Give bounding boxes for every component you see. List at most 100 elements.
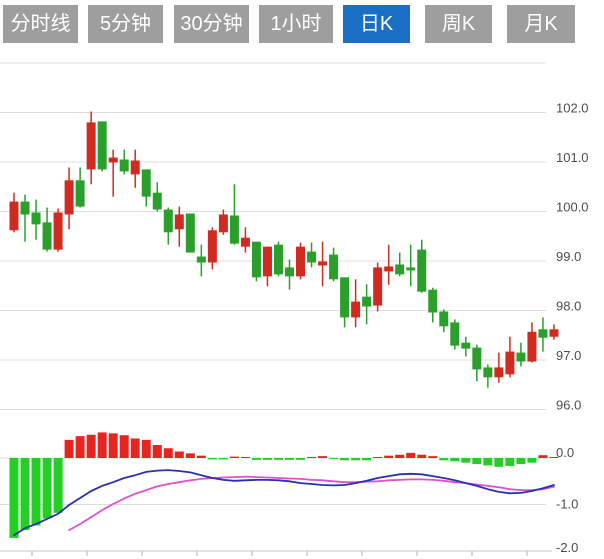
macd-axis-label: 0.0 [556,445,574,460]
tab-30min[interactable]: 30分钟 [174,5,249,43]
candlestick [318,261,328,266]
macd-histogram-bar [53,458,63,513]
candlestick [273,244,283,275]
macd-histogram-bar [86,434,96,458]
macd-histogram-bar [351,458,361,461]
candlestick [42,222,52,250]
tab-1hour[interactable]: 1小时 [259,5,333,43]
candlestick [218,214,228,233]
candlestick [119,159,129,172]
candlestick [130,160,140,175]
tab-timeline[interactable]: 分时线 [3,5,78,43]
candlestick [75,180,85,207]
macd-histogram-bar [450,458,460,462]
macd-histogram-bar [31,458,41,526]
timeframe-tabs: 分时线 5分钟 30分钟 1小时 日K 周K 月K [0,0,604,48]
macd-histogram-bar [97,432,107,458]
candlestick [450,322,460,346]
macd-histogram-bar [174,451,184,458]
candlestick [229,215,239,244]
macd-histogram-bar [163,448,173,458]
tab-5min[interactable]: 5分钟 [88,5,163,43]
candlestick [196,256,206,263]
macd-histogram-bar [218,458,228,460]
candlestick [483,367,493,378]
candlestick [207,230,217,263]
candlestick [174,214,184,230]
macd-histogram-bar [207,458,217,460]
candlestick [163,209,173,233]
candlestick [64,180,74,215]
macd-histogram-bar [318,456,328,458]
candlestick [53,212,63,250]
macd-histogram-bar [494,458,504,467]
candlestick [428,289,438,313]
candlestick [20,201,30,215]
tab-daily-k[interactable]: 日K [343,5,410,43]
macd-histogram-bar [130,438,140,458]
macd-histogram-bar [527,458,537,463]
macd-histogram-bar [119,435,129,458]
candlestick [395,264,405,275]
candlestick [31,212,41,225]
candlestick [549,329,559,337]
candlestick [296,246,306,277]
macd-histogram-bar [196,455,206,458]
tab-monthly-k[interactable]: 月K [507,5,575,43]
candlestick [251,241,261,278]
tab-weekly-k[interactable]: 周K [425,5,492,43]
candlestick [516,352,526,362]
candlestick [307,251,317,263]
macd-histogram-bar [75,436,85,458]
candlestick [152,192,162,210]
dea-line [68,475,555,531]
dif-line [13,469,555,537]
candlestick [439,311,449,327]
candlestick [505,351,515,375]
macd-histogram-bar [417,454,427,458]
macd-histogram-bar [516,458,526,465]
macd-histogram-bar [329,458,339,459]
macd-histogram-bar [340,458,350,461]
candlestick [538,329,548,338]
candlestick [351,301,361,318]
price-axis-label: 101.0 [556,150,589,165]
candlestick [406,267,416,271]
price-axis-label: 96.0 [556,398,581,413]
macd-histogram-bar [384,455,394,458]
macd-histogram-bar [273,458,283,460]
candlestick [285,267,294,277]
candlestick [240,237,250,247]
macd-histogram-bar [240,457,250,458]
macd-histogram-bar [428,456,438,458]
macd-histogram-bar [472,458,482,465]
candlestick [373,267,383,306]
macd-histogram-bar [549,457,559,458]
macd-histogram-bar [9,458,19,538]
candlestick [97,121,107,170]
macd-histogram-bar [395,454,405,458]
candlestick [108,157,118,163]
candlestick [461,342,471,349]
price-axis-label: 99.0 [556,249,581,264]
macd-histogram-bar [108,433,118,458]
candlestick [262,246,272,277]
macd-axis-label: -1.0 [556,497,578,512]
macd-histogram-bar [505,458,515,466]
macd-histogram-bar [185,453,195,458]
macd-histogram-bar [461,458,471,463]
macd-histogram-bar [251,458,261,460]
macd-histogram-bar [362,458,372,461]
macd-histogram-bar [42,458,52,519]
macd-histogram-bar [439,458,449,461]
macd-histogram-bar [152,444,162,458]
candlestick [9,201,19,231]
candlestick [340,277,350,318]
macd-histogram-bar [262,458,272,460]
candlestick [86,122,96,170]
macd-histogram-bar [229,456,239,458]
candlestick [185,213,195,253]
macd-histogram-bar [20,458,30,531]
